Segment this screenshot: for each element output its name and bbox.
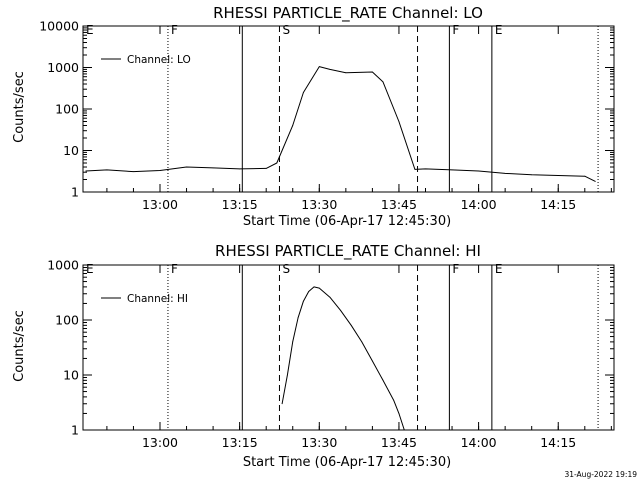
series-point-lo xyxy=(478,170,479,172)
x-tick-label-hi: 14:00 xyxy=(461,435,497,450)
y-tick-label-hi: 1 xyxy=(71,423,79,438)
series-point-hi xyxy=(403,429,405,431)
series-point-lo xyxy=(212,167,214,169)
series-point-lo xyxy=(398,121,400,122)
series-point-hi xyxy=(340,309,341,311)
x-tick-label-hi: 13:00 xyxy=(142,435,178,450)
legend-label-hi: Channel: HI xyxy=(127,293,188,305)
series-point-hi xyxy=(372,360,373,362)
y-tick-label-lo: 10 xyxy=(63,143,79,158)
series-point-lo xyxy=(595,181,596,182)
series-point-hi xyxy=(393,399,394,401)
series-point-hi xyxy=(398,413,400,414)
series-point-lo xyxy=(159,170,161,171)
series-point-lo xyxy=(345,72,347,74)
series-point-lo xyxy=(372,71,373,73)
time-marker-label-lo: F xyxy=(171,23,178,37)
time-marker-label-lo: E xyxy=(495,23,503,37)
series-point-lo xyxy=(557,175,559,176)
y-tick-label-lo: 1 xyxy=(71,185,79,200)
time-marker-label-lo: E xyxy=(86,23,94,37)
series-point-lo xyxy=(584,175,586,177)
plot-frame-lo xyxy=(82,25,615,193)
series-point-hi xyxy=(329,296,331,298)
x-axis-label-lo: Start Time (06-Apr-17 12:45:30) xyxy=(243,214,451,229)
time-marker-label-hi: F xyxy=(171,262,178,276)
series-point-lo xyxy=(531,174,533,176)
series-point-hi xyxy=(361,341,363,343)
y-tick-label-hi: 1000 xyxy=(47,258,79,273)
series-point-lo xyxy=(425,168,426,170)
x-tick-label-lo: 14:00 xyxy=(461,197,497,212)
chart-title-lo: RHESSI PARTICLE_RATE Channel: LO xyxy=(213,4,483,23)
chart-panel-lo: RHESSI PARTICLE_RATE Channel: LO Start T… xyxy=(12,4,615,229)
series-point-lo xyxy=(85,170,87,172)
time-marker-label-hi: S xyxy=(282,262,290,276)
series-point-hi xyxy=(287,374,288,376)
time-marker-label-hi: E xyxy=(86,262,94,276)
x-tick-label-hi: 13:15 xyxy=(222,435,258,450)
time-marker-label-lo: F xyxy=(452,23,459,37)
series-point-lo xyxy=(382,81,384,83)
series-point-lo xyxy=(451,169,453,171)
series-point-lo xyxy=(303,92,304,93)
series-point-hi xyxy=(297,317,299,319)
time-marker-label-hi: F xyxy=(452,262,459,276)
y-tick-label-lo: 100 xyxy=(55,102,79,117)
x-tick-label-lo: 14:15 xyxy=(540,197,576,212)
x-tick-label-hi: 13:45 xyxy=(381,435,417,450)
plot-frame-hi xyxy=(82,264,615,431)
y-tick-label-hi: 10 xyxy=(63,368,79,383)
series-point-lo xyxy=(239,168,241,170)
series-point-hi xyxy=(308,291,310,292)
y-axis-label-lo: Counts/sec xyxy=(12,71,27,143)
y-tick-label-lo: 10000 xyxy=(39,19,79,34)
time-marker-label-lo: S xyxy=(282,23,290,37)
x-tick-label-lo: 13:00 xyxy=(142,197,178,212)
series-line-hi xyxy=(281,286,405,431)
series-point-lo xyxy=(106,169,108,171)
x-tick-label-lo: 13:30 xyxy=(301,197,337,212)
series-point-lo xyxy=(133,171,134,173)
chart-title-hi: RHESSI PARTICLE_RATE Channel: HI xyxy=(215,242,481,261)
series-point-lo xyxy=(504,173,506,174)
series-point-hi xyxy=(318,287,320,289)
legend-label-lo: Channel: LO xyxy=(127,54,191,66)
x-tick-label-hi: 14:15 xyxy=(540,435,576,450)
x-tick-label-hi: 13:30 xyxy=(301,435,337,450)
footer-timestamp: 31-Aug-2022 19:19 xyxy=(564,470,637,479)
series-point-lo xyxy=(265,168,267,169)
x-axis-label-hi: Start Time (06-Apr-17 12:45:30) xyxy=(243,455,451,470)
x-tick-label-lo: 13:45 xyxy=(381,197,417,212)
x-tick-label-lo: 13:15 xyxy=(222,197,258,212)
series-line-lo xyxy=(85,66,596,182)
series-point-hi xyxy=(292,341,294,343)
series-point-lo xyxy=(414,169,416,170)
series-point-hi xyxy=(382,379,384,381)
series-point-lo xyxy=(329,69,331,70)
series-point-lo xyxy=(186,166,187,168)
series-point-hi xyxy=(303,300,304,302)
series-point-lo xyxy=(276,162,278,164)
series-point-hi xyxy=(313,286,315,288)
series-point-lo xyxy=(292,125,294,126)
chart-panel-hi: RHESSI PARTICLE_RATE Channel: HI Start T… xyxy=(12,242,615,470)
series-point-hi xyxy=(281,403,283,405)
y-axis-label-hi: Counts/sec xyxy=(12,310,27,382)
y-tick-label-lo: 1000 xyxy=(47,60,79,75)
y-tick-label-hi: 100 xyxy=(55,313,79,328)
series-point-hi xyxy=(350,324,352,326)
series-point-lo xyxy=(318,66,320,67)
time-marker-label-hi: E xyxy=(495,262,503,276)
